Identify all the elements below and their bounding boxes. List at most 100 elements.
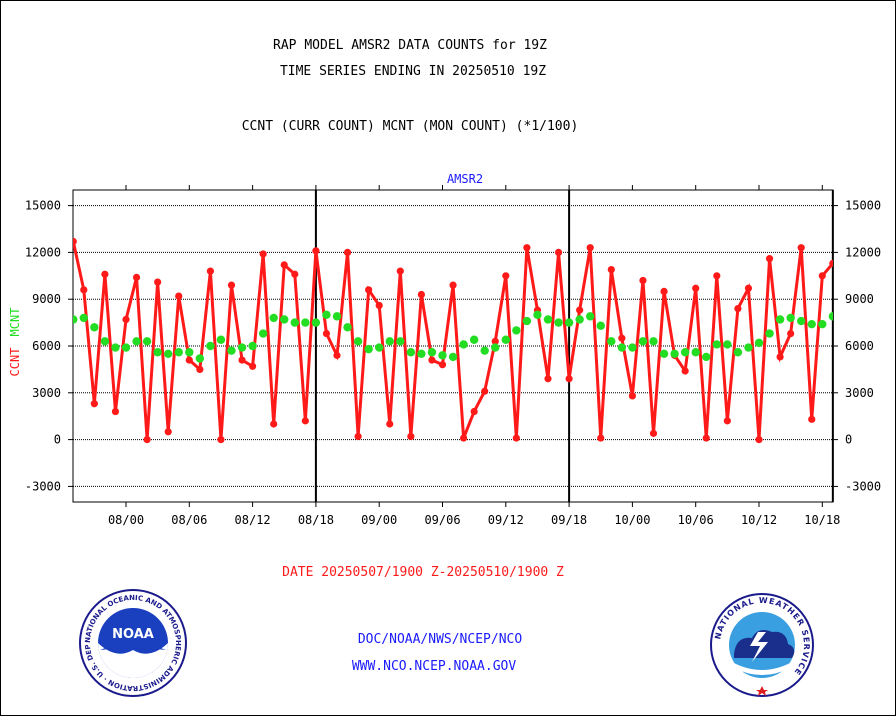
- data-point-ccnt: [175, 292, 183, 300]
- series-line-ccnt: [73, 241, 833, 440]
- data-point-ccnt: [523, 244, 531, 252]
- data-point-ccnt: [101, 270, 109, 278]
- data-point-mcnt: [343, 323, 352, 332]
- data-point-ccnt: [460, 434, 468, 442]
- data-point-mcnt: [543, 315, 553, 324]
- data-point-ccnt: [723, 417, 731, 425]
- data-point-mcnt: [353, 337, 363, 346]
- chart-title-line1: RAP MODEL AMSR2 DATA COUNTS for 19Z: [273, 38, 547, 53]
- data-point-mcnt: [111, 343, 120, 352]
- data-point-mcnt: [100, 337, 110, 346]
- data-point-ccnt: [407, 432, 415, 441]
- data-point-mcnt: [659, 349, 669, 358]
- data-point-ccnt: [502, 272, 510, 280]
- noaa-logo[interactable]: NATIONAL OCEANIC AND ATMOSPHERIC ADMINIS…: [78, 588, 188, 698]
- x-tick-label: 08/06: [171, 513, 207, 527]
- data-point-ccnt: [238, 356, 246, 364]
- chart-title-line2: TIME SERIES ENDING IN 20250510 19Z: [279, 64, 547, 79]
- data-point-ccnt: [576, 306, 584, 314]
- chart-subtitle: CCNT (CURR COUNT) MCNT (MON COUNT) (*1/1…: [241, 119, 579, 134]
- data-point-ccnt: [565, 375, 573, 383]
- data-point-mcnt: [691, 348, 700, 357]
- y-axis-label-mcnt: MCNT: [8, 308, 22, 337]
- data-point-mcnt: [79, 313, 89, 323]
- data-point-ccnt: [765, 255, 774, 263]
- data-point-mcnt: [797, 316, 806, 326]
- y-axis-label-ccnt: CCNT: [8, 348, 22, 377]
- nws-logo[interactable]: NATIONAL WEATHER SERVICE: [706, 592, 818, 698]
- data-point-mcnt: [269, 313, 278, 323]
- x-tick-label: 09/12: [488, 513, 524, 527]
- data-point-mcnt: [733, 348, 743, 357]
- data-point-ccnt: [206, 267, 214, 275]
- x-tick-label: 10/12: [741, 513, 777, 527]
- data-point-mcnt: [332, 312, 342, 321]
- data-point-ccnt: [597, 434, 605, 442]
- data-point-ccnt: [649, 429, 658, 437]
- data-point-mcnt: [164, 349, 173, 358]
- data-point-ccnt: [554, 248, 563, 256]
- data-point-mcnt: [301, 318, 310, 327]
- data-point-mcnt: [153, 348, 162, 357]
- x-tick-label: 09/00: [361, 513, 397, 527]
- data-point-mcnt: [237, 343, 247, 352]
- data-point-mcnt: [680, 348, 690, 357]
- data-point-mcnt: [702, 352, 711, 362]
- data-point-mcnt: [121, 343, 131, 352]
- data-point-ccnt: [470, 407, 478, 416]
- data-point-mcnt: [807, 319, 816, 329]
- data-point-mcnt: [280, 315, 289, 324]
- data-point-mcnt: [586, 312, 595, 321]
- x-tick-label: 09/18: [551, 513, 587, 527]
- data-point-mcnt: [818, 319, 827, 329]
- data-point-ccnt: [270, 420, 278, 428]
- data-point-ccnt: [808, 415, 816, 423]
- nco-website-link[interactable]: WWW.NCO.NCEP.NOAA.GOV: [351, 659, 517, 674]
- y-tick-label-right: 0: [845, 433, 852, 447]
- data-point-mcnt: [765, 329, 774, 338]
- data-point-ccnt: [196, 365, 204, 373]
- data-point-mcnt: [723, 340, 732, 349]
- data-point-ccnt: [185, 356, 193, 364]
- data-point-ccnt: [797, 244, 805, 252]
- data-point-ccnt: [734, 304, 742, 313]
- data-point-ccnt: [164, 428, 172, 436]
- data-point-ccnt: [660, 287, 668, 295]
- data-point-mcnt: [638, 337, 648, 346]
- data-point-mcnt: [596, 321, 605, 330]
- data-point-ccnt: [829, 259, 833, 267]
- data-point-ccnt: [80, 286, 88, 294]
- data-point-ccnt: [322, 329, 331, 338]
- data-point-mcnt: [712, 340, 721, 349]
- data-point-ccnt: [227, 281, 236, 289]
- data-point-mcnt: [491, 343, 500, 352]
- noaa-org-link[interactable]: DOC/NOAA/NWS/NCEP/NCO: [357, 632, 523, 647]
- data-point-ccnt: [512, 434, 520, 442]
- data-point-ccnt: [428, 356, 436, 364]
- x-tick-label: 10/00: [614, 513, 650, 527]
- data-point-ccnt: [365, 286, 373, 294]
- data-point-mcnt: [554, 318, 563, 327]
- data-point-mcnt: [480, 346, 489, 355]
- data-point-mcnt: [385, 337, 394, 346]
- data-point-ccnt: [291, 270, 299, 278]
- data-point-mcnt: [649, 337, 658, 346]
- data-point-mcnt: [607, 337, 616, 346]
- data-point-ccnt: [755, 436, 763, 444]
- y-tick-label-right: 3000: [845, 386, 874, 400]
- data-point-mcnt: [670, 349, 679, 358]
- y-tick-label-left: 3000: [32, 386, 61, 400]
- data-point-mcnt: [375, 343, 384, 352]
- y-tick-label-left: 9000: [32, 292, 61, 306]
- data-point-mcnt: [744, 343, 753, 352]
- data-point-mcnt: [290, 318, 299, 327]
- data-point-mcnt: [533, 310, 542, 319]
- data-point-ccnt: [681, 367, 689, 375]
- series-ccnt: [73, 237, 833, 444]
- y-tick-label-right: 9000: [845, 292, 874, 306]
- data-point-ccnt: [354, 432, 362, 441]
- data-point-ccnt: [375, 301, 383, 310]
- noaa-logo-text: NOAA: [112, 627, 154, 642]
- data-point-mcnt: [364, 344, 373, 354]
